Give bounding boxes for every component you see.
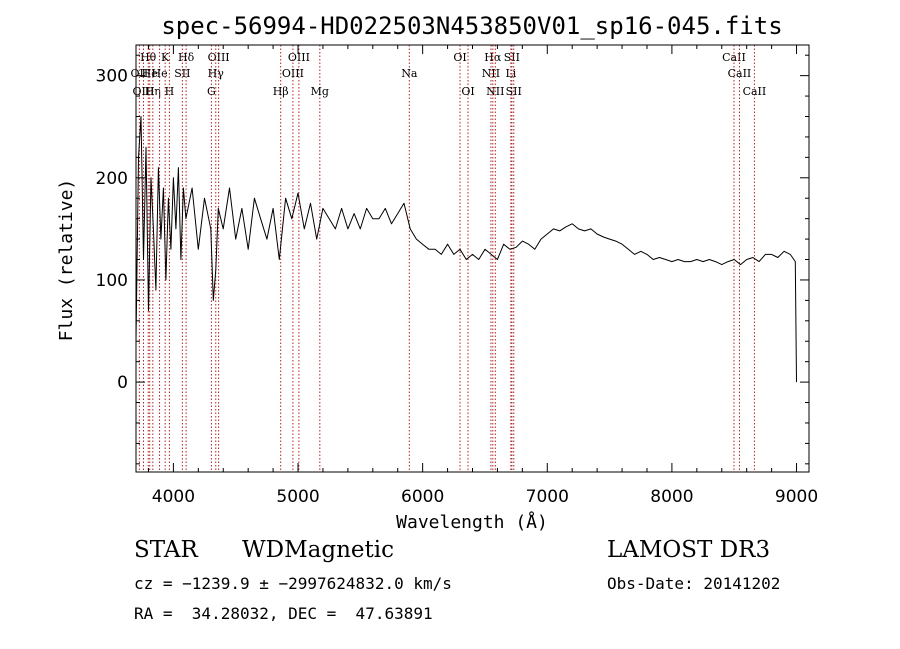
line-label: Li [505,67,516,80]
line-label: He [152,67,168,80]
line-label: He [142,67,158,80]
plot-frame [135,44,810,473]
y-tick-label: 300 [96,67,128,87]
x-tick-label: 4000 [152,487,195,507]
chart-title: spec-56994-HD022503N453850V01_sp16-045.f… [161,12,782,40]
y-axis-label: Flux (relative) [56,179,77,342]
line-label: Hγ [208,67,225,80]
x-axis-label: Wavelength (Å) [396,511,548,533]
line-label: OIII [132,85,154,98]
y-tick-label: 0 [117,373,128,393]
line-label: OI [453,51,466,64]
line-label: CaII [743,85,767,98]
line-label: Hη [145,85,161,98]
line-label: G [207,85,216,98]
line-label: OI [461,85,474,98]
redshift-readout: cz = −1239.9 ± −2997624832.0 km/s [134,574,452,593]
line-label: K [161,51,170,64]
x-tick-label: 7000 [526,487,569,507]
line-label: OIII [208,51,230,64]
line-label: Hα [484,51,502,64]
line-label: Mg [311,85,329,98]
line-label: Hθ [140,51,157,64]
object-class: STAR [134,537,198,563]
line-label: NII [486,85,504,98]
observation-date: Obs-Date: 20141202 [607,574,781,593]
y-tick-label: 100 [96,271,128,291]
line-label: Hβ [273,85,289,98]
line-label: CaII [728,67,752,80]
spectrum-series [135,116,797,383]
line-label: OIII [288,51,310,64]
line-label: Na [401,67,418,80]
line-label: H [165,85,175,98]
x-tick-label: 8000 [650,487,693,507]
line-label: CaII [722,51,746,64]
line-label: SII [174,67,190,80]
line-label: SII [506,85,522,98]
y-tick-label: 200 [96,169,128,189]
object-subclass: WDMagnetic [242,537,394,563]
x-tick-label: 5000 [276,487,319,507]
line-label: SII [504,51,520,64]
line-label: Hδ [178,51,195,64]
line-label: NII [482,67,500,80]
survey-name: LAMOST DR3 [607,537,771,563]
x-tick-label: 6000 [401,487,444,507]
line-label: OIII [282,67,304,80]
ra-dec-readout: RA = 34.28032, DEC = 47.63891 [134,604,433,623]
x-tick-label: 9000 [775,487,818,507]
